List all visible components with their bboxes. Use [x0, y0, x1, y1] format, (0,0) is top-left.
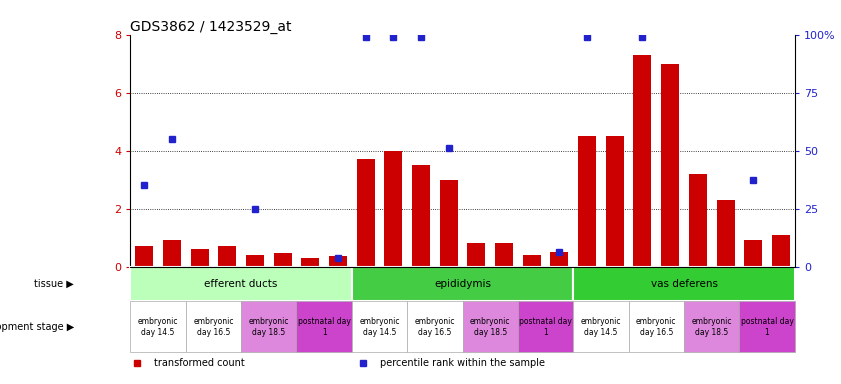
Text: tissue ▶: tissue ▶ — [34, 279, 74, 289]
Text: epididymis: epididymis — [434, 279, 491, 289]
Text: postnatal day
1: postnatal day 1 — [741, 317, 794, 336]
Bar — [495, 243, 513, 266]
Text: percentile rank within the sample: percentile rank within the sample — [379, 358, 544, 369]
Bar — [352, 266, 574, 301]
Bar — [329, 257, 347, 266]
Bar — [661, 64, 680, 266]
Text: transformed count: transformed count — [154, 358, 245, 369]
Bar — [468, 243, 485, 266]
Text: development stage ▶: development stage ▶ — [0, 322, 74, 332]
Text: embryonic
day 16.5: embryonic day 16.5 — [415, 317, 455, 336]
Bar — [357, 159, 374, 266]
Text: embryonic
day 16.5: embryonic day 16.5 — [636, 317, 676, 336]
Text: embryonic
day 14.5: embryonic day 14.5 — [138, 317, 178, 336]
Bar — [301, 258, 320, 266]
Bar — [739, 301, 795, 353]
Text: GDS3862 / 1423529_at: GDS3862 / 1423529_at — [130, 20, 292, 33]
Bar — [628, 301, 684, 353]
Text: vas deferens: vas deferens — [650, 279, 717, 289]
Text: embryonic
day 18.5: embryonic day 18.5 — [249, 317, 289, 336]
Text: embryonic
day 18.5: embryonic day 18.5 — [470, 317, 510, 336]
Bar — [440, 180, 458, 266]
Text: embryonic
day 16.5: embryonic day 16.5 — [193, 317, 234, 336]
Text: postnatal day
1: postnatal day 1 — [519, 317, 572, 336]
Bar — [130, 266, 352, 301]
Bar — [744, 240, 762, 266]
Bar — [191, 249, 209, 266]
Text: postnatal day
1: postnatal day 1 — [298, 317, 351, 336]
Bar — [384, 151, 402, 266]
Bar — [523, 255, 541, 266]
Bar — [689, 174, 706, 266]
Bar — [163, 240, 181, 266]
Bar — [717, 200, 734, 266]
Bar — [574, 266, 795, 301]
Bar — [352, 301, 407, 353]
Bar — [186, 301, 241, 353]
Bar — [518, 301, 574, 353]
Bar — [135, 246, 153, 266]
Bar — [296, 301, 352, 353]
Bar — [219, 246, 236, 266]
Bar — [246, 255, 264, 266]
Bar — [551, 252, 569, 266]
Bar — [130, 301, 186, 353]
Text: embryonic
day 18.5: embryonic day 18.5 — [691, 317, 732, 336]
Bar — [463, 301, 518, 353]
Text: embryonic
day 14.5: embryonic day 14.5 — [359, 317, 399, 336]
Bar — [241, 301, 296, 353]
Bar — [412, 165, 430, 266]
Bar — [772, 235, 790, 266]
Bar — [578, 136, 596, 266]
Bar — [273, 253, 292, 266]
Bar — [407, 301, 463, 353]
Bar — [606, 136, 624, 266]
Text: efferent ducts: efferent ducts — [204, 279, 278, 289]
Bar — [684, 301, 739, 353]
Text: embryonic
day 14.5: embryonic day 14.5 — [581, 317, 621, 336]
Bar — [574, 301, 628, 353]
Bar — [633, 55, 652, 266]
